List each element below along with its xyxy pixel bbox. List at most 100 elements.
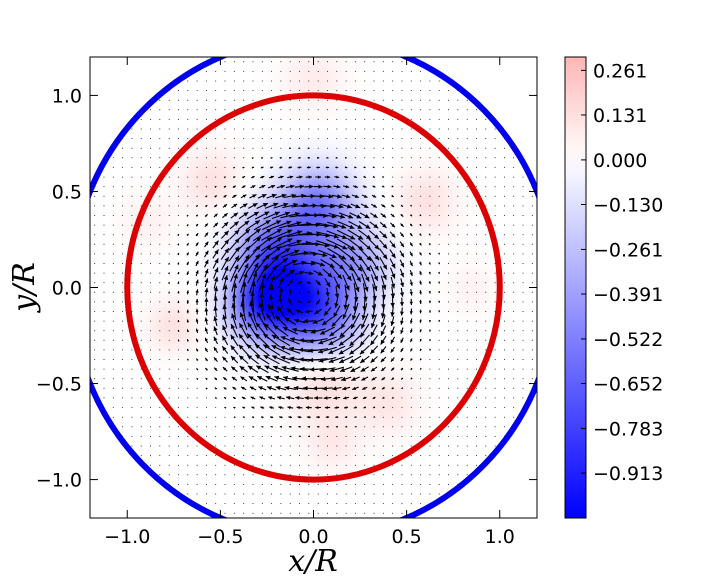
vector-dot bbox=[429, 416, 431, 418]
vector-dot bbox=[466, 128, 468, 130]
vector-dot bbox=[112, 205, 114, 207]
vector-dot bbox=[438, 378, 440, 380]
vector-arrow bbox=[316, 166, 321, 169]
vector-arrow bbox=[195, 318, 199, 324]
vector-dot bbox=[513, 407, 515, 409]
vector-arrow bbox=[308, 338, 328, 344]
vector-dot bbox=[140, 330, 142, 332]
vector-dot bbox=[448, 138, 449, 140]
vector-dot bbox=[448, 234, 449, 236]
vector-arrow bbox=[362, 185, 367, 188]
vector-dot bbox=[94, 272, 96, 274]
vector-dot bbox=[187, 455, 189, 457]
vector-arrow bbox=[352, 185, 358, 188]
vector-dot bbox=[187, 109, 189, 111]
vector-dot bbox=[196, 109, 198, 111]
vector-dot bbox=[112, 301, 114, 303]
vector-dot bbox=[205, 99, 207, 101]
vector-dot bbox=[429, 224, 431, 226]
vector-dot bbox=[243, 99, 245, 101]
vector-dot bbox=[448, 118, 449, 120]
vector-arrow bbox=[401, 387, 404, 390]
vector-dot bbox=[494, 157, 496, 159]
vector-dot bbox=[94, 234, 96, 236]
vector-dot bbox=[420, 195, 422, 197]
vector-dot bbox=[438, 464, 440, 466]
vector-arrow bbox=[400, 347, 404, 353]
vector-dot bbox=[122, 147, 124, 149]
vector-dot bbox=[382, 503, 384, 505]
vector-arrow bbox=[318, 336, 337, 345]
vector-dot bbox=[476, 464, 477, 466]
vector-dot bbox=[485, 147, 487, 149]
vorticity-heatmap bbox=[90, 57, 537, 518]
vector-dot bbox=[131, 397, 133, 399]
vector-dot bbox=[429, 455, 431, 457]
vector-dot bbox=[261, 435, 263, 437]
vector-arrow bbox=[258, 273, 267, 292]
vector-dot bbox=[485, 397, 487, 399]
vector-dot bbox=[354, 118, 356, 120]
vector-dot bbox=[140, 320, 142, 322]
vector-dot bbox=[215, 118, 217, 120]
vector-arrow bbox=[186, 319, 190, 323]
vector-dot bbox=[317, 483, 319, 485]
vector-arrow bbox=[261, 157, 264, 160]
vector-dot bbox=[382, 512, 384, 514]
vector-arrow bbox=[205, 195, 208, 198]
vector-dot bbox=[401, 493, 403, 495]
vector-arrow bbox=[305, 175, 312, 179]
vector-dot bbox=[345, 138, 347, 140]
vector-dot bbox=[122, 157, 124, 159]
vector-dot bbox=[448, 205, 449, 207]
vector-dot bbox=[438, 474, 440, 476]
vector-arrow bbox=[289, 157, 292, 159]
vector-dot bbox=[159, 128, 161, 130]
vector-arrow bbox=[390, 326, 395, 335]
vector-dot bbox=[429, 378, 431, 380]
vector-dot bbox=[336, 61, 338, 63]
vector-dot bbox=[94, 205, 96, 207]
vector-dot bbox=[448, 263, 449, 264]
vector-arrow bbox=[186, 233, 189, 236]
vector-arrow bbox=[342, 185, 350, 189]
vector-dot bbox=[466, 109, 468, 111]
vector-dot bbox=[429, 118, 431, 120]
vector-dot bbox=[336, 147, 338, 149]
vector-dot bbox=[448, 407, 449, 409]
vector-arrow bbox=[228, 246, 240, 262]
vector-dot bbox=[364, 61, 366, 63]
vector-arrow bbox=[400, 213, 404, 217]
vector-dot bbox=[168, 215, 170, 216]
vector-dot bbox=[448, 483, 449, 485]
vector-dot bbox=[271, 464, 273, 466]
vector-dot bbox=[103, 234, 105, 236]
vector-dot bbox=[364, 90, 366, 92]
vector-dot bbox=[215, 435, 217, 437]
vector-dot bbox=[308, 138, 310, 140]
vector-arrow bbox=[296, 175, 303, 179]
vector-dot bbox=[531, 224, 533, 226]
vector-arrow bbox=[213, 326, 218, 336]
vector-dot bbox=[317, 99, 319, 101]
vector-arrow bbox=[177, 310, 180, 313]
vector-dot bbox=[466, 138, 468, 140]
vector-arrow bbox=[363, 406, 367, 409]
vector-arrow bbox=[311, 260, 326, 267]
vector-dot bbox=[448, 339, 449, 341]
vector-arrow bbox=[352, 386, 359, 391]
vector-dot bbox=[150, 426, 151, 428]
vector-dot bbox=[438, 195, 440, 197]
vector-arrow bbox=[339, 323, 353, 338]
vector-dot bbox=[327, 70, 328, 72]
vector-dot bbox=[466, 359, 468, 360]
vector-dot bbox=[457, 176, 459, 178]
vector-arrow bbox=[428, 281, 431, 285]
vector-arrow bbox=[177, 281, 180, 285]
vector-arrow bbox=[259, 396, 266, 400]
vector-arrow bbox=[273, 202, 289, 209]
vector-dot bbox=[494, 147, 496, 149]
vector-dot bbox=[494, 282, 496, 284]
vector-arrow bbox=[362, 283, 368, 302]
vector-dot bbox=[131, 301, 133, 303]
